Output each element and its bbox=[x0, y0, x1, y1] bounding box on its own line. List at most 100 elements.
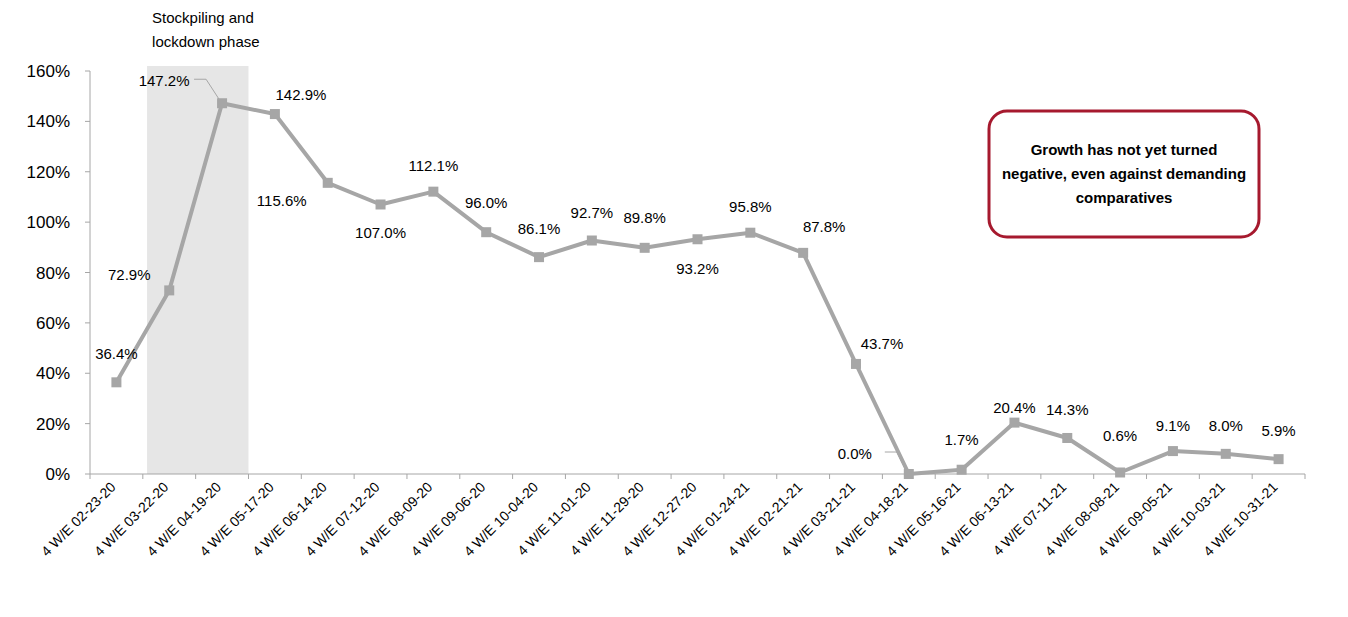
data-label: 87.8% bbox=[803, 218, 846, 235]
x-tick bbox=[1093, 474, 1094, 479]
shaded-region bbox=[147, 66, 248, 474]
data-label: 20.4% bbox=[993, 399, 1036, 416]
leader-line bbox=[194, 79, 219, 99]
y-tick-label: 120% bbox=[27, 163, 70, 182]
data-label: 89.8% bbox=[623, 209, 666, 226]
marker bbox=[376, 199, 386, 209]
y-tick-label: 160% bbox=[27, 62, 70, 81]
text-line: lockdown phase bbox=[152, 33, 260, 50]
marker bbox=[957, 465, 967, 475]
x-tick bbox=[882, 474, 883, 479]
data-label: 92.7% bbox=[571, 204, 614, 221]
marker bbox=[1009, 418, 1019, 428]
text-line: negative, even against demanding bbox=[1002, 165, 1246, 182]
marker bbox=[745, 228, 755, 238]
data-label: 43.7% bbox=[861, 335, 904, 352]
y-tick bbox=[85, 423, 90, 424]
y-tick bbox=[85, 71, 90, 72]
line bbox=[116, 103, 1278, 474]
text-line: Stockpiling and bbox=[152, 9, 254, 26]
x-tick bbox=[354, 474, 355, 479]
data-label: 147.2% bbox=[139, 72, 190, 89]
callout-text: Growth has not yet turned negative, even … bbox=[1002, 141, 1246, 206]
marker bbox=[904, 469, 914, 479]
text-line: Growth has not yet turned bbox=[1031, 141, 1218, 158]
marker bbox=[534, 252, 544, 262]
x-tick bbox=[512, 474, 513, 479]
x-tick bbox=[1040, 474, 1041, 479]
data-label: 9.1% bbox=[1156, 417, 1190, 434]
marker bbox=[1115, 467, 1125, 477]
data-label: 86.1% bbox=[518, 220, 561, 237]
x-tick bbox=[723, 474, 724, 479]
marker bbox=[270, 109, 280, 119]
y-tick bbox=[85, 171, 90, 172]
y-tick bbox=[85, 222, 90, 223]
data-label: 36.4% bbox=[95, 345, 138, 362]
marker bbox=[111, 377, 121, 387]
data-label: 107.0% bbox=[355, 224, 406, 241]
x-tick bbox=[776, 474, 777, 479]
y-tick-label: 40% bbox=[36, 364, 70, 383]
x-tick bbox=[142, 474, 143, 479]
chart: Stockpiling and lockdown phase 0% 20% 40% 60%… bbox=[0, 0, 1348, 617]
x-tick bbox=[1146, 474, 1147, 479]
data-label: 72.9% bbox=[108, 266, 151, 283]
marker bbox=[1062, 433, 1072, 443]
y-tick-label: 60% bbox=[36, 314, 70, 333]
x-tick bbox=[301, 474, 302, 479]
x-tick bbox=[1199, 474, 1200, 479]
text-line: comparatives bbox=[1076, 189, 1173, 206]
marker bbox=[1274, 454, 1284, 464]
marker bbox=[693, 234, 703, 244]
x-tick bbox=[829, 474, 830, 479]
data-label: 0.0% bbox=[838, 445, 872, 462]
data-label: 95.8% bbox=[729, 198, 772, 215]
data-label: 93.2% bbox=[676, 260, 719, 277]
y-tick-label: 0% bbox=[45, 465, 70, 484]
x-tick bbox=[248, 474, 249, 479]
x-tick bbox=[618, 474, 619, 479]
series-group bbox=[111, 98, 1283, 479]
marker bbox=[1168, 446, 1178, 456]
y-tick-label: 140% bbox=[27, 112, 70, 131]
data-label: 112.1% bbox=[408, 157, 458, 174]
marker bbox=[164, 285, 174, 295]
marker bbox=[323, 178, 333, 188]
y-tick-label: 100% bbox=[27, 213, 70, 232]
x-tick bbox=[565, 474, 566, 479]
data-label: 1.7% bbox=[945, 431, 979, 448]
x-tick bbox=[459, 474, 460, 479]
data-label: 5.9% bbox=[1261, 422, 1295, 439]
x-tick bbox=[195, 474, 196, 479]
x-tick bbox=[1305, 474, 1306, 479]
data-label: 115.6% bbox=[257, 192, 307, 209]
x-tick bbox=[935, 474, 936, 479]
y-tick bbox=[85, 322, 90, 323]
leader-line bbox=[885, 452, 906, 470]
y-tick bbox=[85, 272, 90, 273]
marker bbox=[640, 243, 650, 253]
marker bbox=[587, 236, 597, 246]
data-label: 8.0% bbox=[1209, 417, 1243, 434]
y-tick-label: 80% bbox=[36, 264, 70, 283]
marker bbox=[481, 227, 491, 237]
y-tick-label: 20% bbox=[36, 415, 70, 434]
marker bbox=[851, 359, 861, 369]
data-label: 0.6% bbox=[1103, 427, 1137, 444]
x-tick bbox=[988, 474, 989, 479]
y-tick bbox=[85, 474, 90, 475]
callout-box bbox=[989, 111, 1259, 237]
data-label: 96.0% bbox=[465, 194, 508, 211]
y-tick bbox=[85, 121, 90, 122]
marker bbox=[798, 248, 808, 258]
x-tick bbox=[1252, 474, 1253, 479]
data-label: 142.9% bbox=[275, 86, 326, 103]
y-tick bbox=[85, 373, 90, 374]
x-tick bbox=[90, 474, 91, 479]
marker bbox=[1221, 449, 1231, 459]
marker bbox=[217, 98, 227, 108]
x-tick bbox=[406, 474, 407, 479]
marker bbox=[428, 187, 438, 197]
annotation-text: Stockpiling and lockdown phase bbox=[152, 9, 260, 50]
